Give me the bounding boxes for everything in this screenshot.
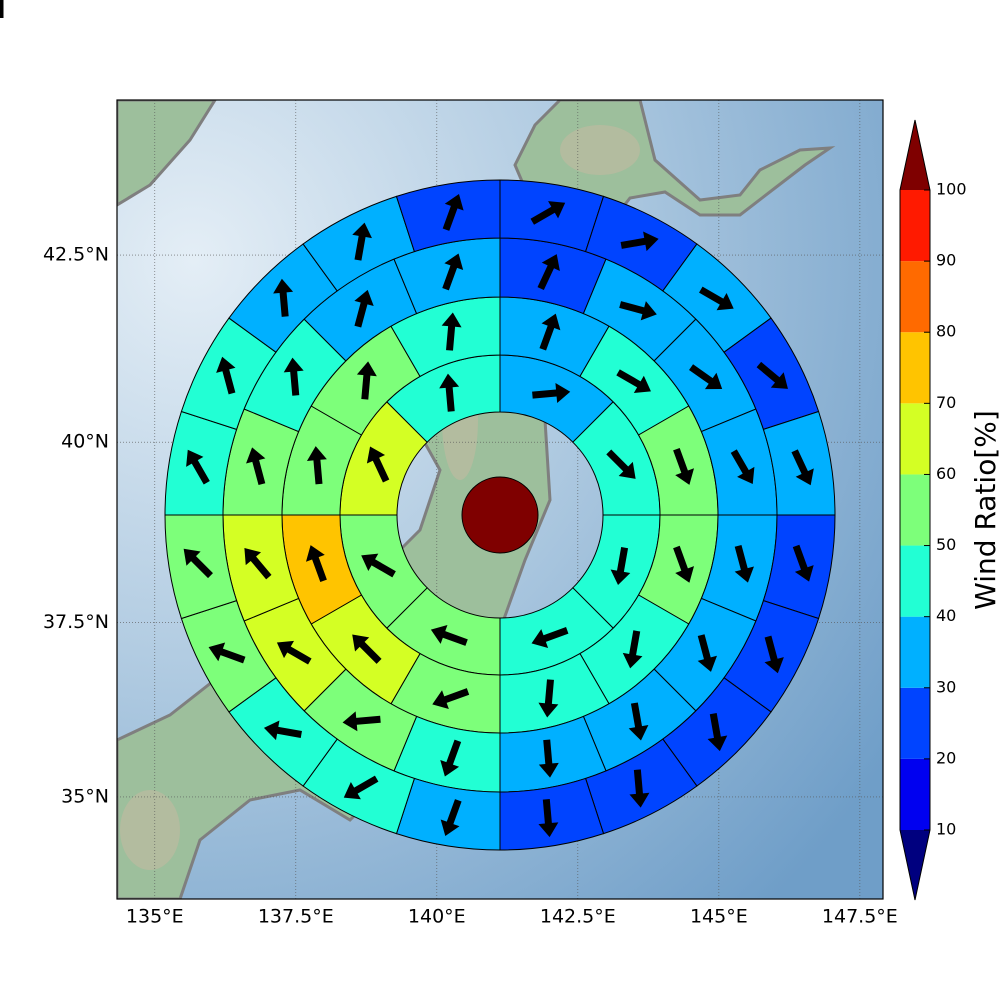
colorbar-segment xyxy=(900,190,930,262)
colorbar-segment xyxy=(900,332,930,404)
colorbar: 10 20 30 40 50 60 70 80 90 100 xyxy=(899,119,967,901)
wind-arrow xyxy=(352,222,372,261)
wind-arrow xyxy=(689,364,723,390)
wind-arrow xyxy=(764,635,784,674)
wind-arrow xyxy=(699,286,734,311)
wind-arrow xyxy=(244,547,272,580)
wind-arrow xyxy=(354,289,374,328)
wind-arrow xyxy=(610,546,631,586)
colorbar-tick-label: 10 xyxy=(936,820,956,839)
wind-arrow xyxy=(276,640,312,665)
wind-arrow xyxy=(306,446,327,485)
x-tick-label: 140°E xyxy=(408,906,466,928)
y-tick-label: 42.5°N xyxy=(43,244,109,266)
colorbar-tick-label: 50 xyxy=(936,535,956,554)
wind-arrow xyxy=(263,720,302,741)
wind-arrow xyxy=(246,447,266,486)
wind-arrow xyxy=(441,312,462,351)
wind-arrow xyxy=(697,634,718,672)
y-tick-label: 40°N xyxy=(61,431,109,453)
wind-arrow xyxy=(792,544,814,582)
wind-arrow xyxy=(442,253,464,291)
center-disc xyxy=(461,476,539,554)
wind-arrow xyxy=(756,361,788,389)
wind-arrow xyxy=(537,254,560,291)
colorbar-under xyxy=(900,830,930,900)
colorbar-tick-label: 90 xyxy=(936,251,956,270)
wind-arrow xyxy=(734,544,754,583)
wind-arrow xyxy=(439,373,460,412)
wind-arrow xyxy=(620,231,659,252)
colorbar-segment xyxy=(900,474,930,546)
wind-arrow xyxy=(442,193,464,231)
wind-arrow xyxy=(352,634,382,664)
wind-arrow xyxy=(305,545,327,583)
wind-arrow xyxy=(629,769,650,808)
x-tick-label: 137.5°E xyxy=(258,906,334,928)
y-tick-label: 35°N xyxy=(61,785,109,807)
wind-arrow xyxy=(538,739,559,778)
x-tick-label: 142.5°E xyxy=(540,906,616,928)
colorbar-tick-label: 80 xyxy=(936,322,956,341)
wind-arrow xyxy=(430,625,468,646)
colorbar-segment xyxy=(900,687,930,759)
wind-arrow xyxy=(530,201,566,225)
axes: 135°E 137.5°E 140°E 142.5°E 145°E 147.5°E 35°N… xyxy=(43,244,898,928)
wind-arrow xyxy=(673,447,695,485)
colorbar-segment xyxy=(900,758,930,830)
colorbar-tick-label: 30 xyxy=(936,677,956,696)
colorbar-label: Wind Ratio[%] xyxy=(969,410,1000,610)
x-tick-label: 147.5°E xyxy=(822,906,898,928)
y-tick-label: 37.5°N xyxy=(43,611,109,633)
sectors xyxy=(164,179,836,851)
wind-arrow xyxy=(619,301,657,321)
wind-arrow xyxy=(538,798,559,838)
wind-arrow xyxy=(730,449,755,485)
wind-arrow xyxy=(366,446,390,483)
wind-arrow xyxy=(538,679,559,718)
wind-arrow xyxy=(616,369,651,394)
wind-arrow xyxy=(342,711,381,732)
wind-arrow xyxy=(186,449,210,485)
wind-arrow xyxy=(707,713,728,752)
wind-arrow xyxy=(531,627,569,648)
colorbar-segment xyxy=(900,545,930,617)
colorbar-tick-label: 40 xyxy=(936,606,956,625)
colorbar-tick-label: 60 xyxy=(936,464,956,483)
map-frame xyxy=(116,99,884,900)
wind-arrow xyxy=(432,688,470,710)
colorbar-tick-label: 100 xyxy=(936,180,967,199)
colorbar-tick-label: 70 xyxy=(936,393,956,412)
colorbar-segment xyxy=(900,616,930,688)
colorbar-tick-label: 20 xyxy=(936,748,956,767)
wind-arrow xyxy=(539,313,561,351)
wind-arrow xyxy=(183,548,213,579)
wind-arrow xyxy=(673,545,695,583)
wind-arrow xyxy=(791,449,814,486)
x-tick-label: 145°E xyxy=(690,906,748,928)
colorbar-segment xyxy=(900,261,930,333)
x-tick-label: 135°E xyxy=(126,906,184,928)
wind-arrow xyxy=(440,799,462,837)
wind-arrow xyxy=(361,553,396,578)
wind-arrow xyxy=(343,775,379,800)
wind-arrow xyxy=(216,356,236,395)
wind-arrow xyxy=(0,0,4,18)
wind-arrow xyxy=(356,361,377,400)
arrows xyxy=(0,0,814,838)
wind-arrow xyxy=(532,383,571,403)
wind-arrow xyxy=(283,357,304,396)
wind-arrow xyxy=(622,630,643,669)
wind-arrow xyxy=(606,449,636,479)
wind-arrow xyxy=(273,278,294,317)
colorbar-over xyxy=(900,120,930,190)
colorbar-segment xyxy=(900,403,930,475)
wind-arrow xyxy=(440,739,462,777)
wind-arrow xyxy=(628,702,649,741)
wind-arrow xyxy=(208,642,246,664)
